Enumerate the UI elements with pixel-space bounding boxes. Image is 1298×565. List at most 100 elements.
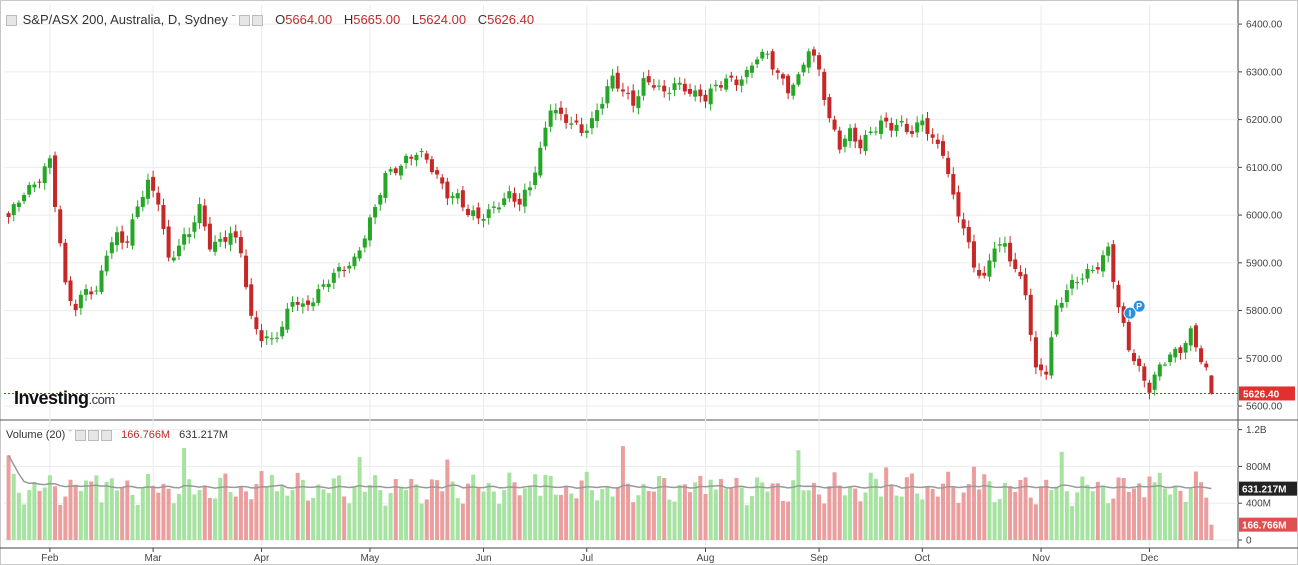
candle-body[interactable] [868, 131, 873, 133]
candle-body[interactable] [285, 308, 290, 330]
candle-body[interactable] [1152, 374, 1157, 390]
candle-body[interactable] [1090, 269, 1095, 271]
candle-body[interactable] [512, 193, 517, 202]
candle-body[interactable] [626, 92, 631, 94]
candle-body[interactable] [378, 195, 383, 205]
candle-body[interactable] [1199, 348, 1204, 363]
candle-body[interactable] [259, 330, 264, 342]
candle-body[interactable] [367, 217, 372, 241]
candle-body[interactable] [966, 227, 971, 243]
candle-body[interactable] [987, 260, 992, 277]
candle-body[interactable] [780, 74, 785, 79]
candle-body[interactable] [311, 302, 316, 307]
candle-body[interactable] [249, 284, 254, 316]
candle-body[interactable] [615, 72, 620, 89]
candle-body[interactable] [84, 289, 89, 295]
candle-body[interactable] [6, 213, 11, 217]
candle-body[interactable] [383, 173, 388, 198]
candle-body[interactable] [884, 117, 889, 122]
candle-body[interactable] [1188, 328, 1193, 346]
candle-body[interactable] [218, 238, 223, 242]
candle-body[interactable] [569, 123, 574, 125]
candle-body[interactable] [486, 209, 491, 218]
candle-body[interactable] [104, 255, 109, 272]
candle-body[interactable] [713, 84, 718, 87]
candle-body[interactable] [424, 153, 429, 160]
candle-body[interactable] [114, 232, 120, 246]
candle-body[interactable] [1054, 305, 1059, 335]
candle-body[interactable] [811, 49, 816, 56]
candle-body[interactable] [791, 84, 796, 96]
candle-body[interactable] [956, 192, 961, 217]
candle-body[interactable] [749, 65, 754, 73]
candle-body[interactable] [631, 90, 636, 106]
candle-body[interactable] [192, 222, 197, 232]
candle-body[interactable] [11, 204, 16, 216]
candle-body[interactable] [238, 237, 243, 254]
candle-body[interactable] [1008, 242, 1013, 262]
candle-body[interactable] [455, 193, 460, 199]
candle-body[interactable] [445, 181, 450, 199]
candle-body[interactable] [1023, 274, 1028, 296]
candle-body[interactable] [58, 209, 63, 244]
candle-body[interactable] [672, 83, 677, 90]
candle-body[interactable] [651, 85, 656, 88]
candle-body[interactable] [254, 317, 259, 330]
candle-body[interactable] [331, 272, 336, 283]
candle-body[interactable] [920, 120, 925, 126]
candle-body[interactable] [388, 169, 393, 172]
candle-body[interactable] [1204, 363, 1209, 368]
candle-body[interactable] [269, 338, 274, 340]
candle-body[interactable] [667, 92, 672, 94]
candle-body[interactable] [646, 76, 651, 83]
candle-body[interactable] [393, 168, 398, 174]
candle-body[interactable] [398, 165, 403, 176]
candle-body[interactable] [450, 195, 455, 198]
candle-body[interactable] [42, 166, 47, 184]
candle-body[interactable] [63, 242, 68, 283]
candle-body[interactable] [99, 270, 104, 292]
candle-body[interactable] [471, 210, 476, 217]
candle-body[interactable] [419, 151, 424, 153]
candle-body[interactable] [223, 237, 228, 242]
candle-body[interactable] [145, 179, 150, 199]
candle-body[interactable] [930, 134, 935, 138]
candle-body[interactable] [166, 226, 171, 258]
settings-icon[interactable] [252, 15, 264, 27]
candle-body[interactable] [1064, 290, 1069, 302]
candle-body[interactable] [460, 190, 465, 208]
candle-body[interactable] [744, 69, 749, 78]
collapse-icon[interactable] [6, 15, 17, 27]
candle-body[interactable] [662, 85, 667, 92]
candle-body[interactable] [94, 290, 99, 292]
candle-body[interactable] [548, 110, 553, 127]
candle-body[interactable] [584, 130, 589, 133]
candle-body[interactable] [935, 139, 940, 144]
candle-body[interactable] [409, 156, 414, 159]
volume-settings-icon[interactable] [88, 429, 100, 441]
candle-body[interactable] [316, 289, 321, 303]
candle-body[interactable] [543, 127, 548, 147]
candle-body[interactable] [1013, 259, 1018, 270]
candle-body[interactable] [440, 177, 445, 184]
candle-body[interactable] [342, 269, 347, 271]
candle-body[interactable] [197, 204, 202, 224]
candle-body[interactable] [708, 88, 713, 105]
candle-body[interactable] [1183, 343, 1188, 353]
candle-body[interactable] [982, 272, 987, 276]
candle-body[interactable] [904, 123, 909, 133]
candle-body[interactable] [135, 206, 140, 217]
candle-body[interactable] [481, 218, 486, 221]
visibility-icon[interactable] [239, 15, 251, 27]
candle-body[interactable] [1059, 302, 1064, 308]
candle-body[interactable] [466, 208, 471, 216]
candle-body[interactable] [718, 85, 724, 88]
candle-body[interactable] [997, 244, 1002, 246]
volume-visibility-icon[interactable] [75, 429, 87, 441]
candle-body[interactable] [176, 245, 181, 257]
candle-body[interactable] [22, 195, 27, 202]
candle-body[interactable] [579, 124, 584, 133]
candle-body[interactable] [491, 206, 496, 208]
candle-body[interactable] [915, 122, 920, 133]
